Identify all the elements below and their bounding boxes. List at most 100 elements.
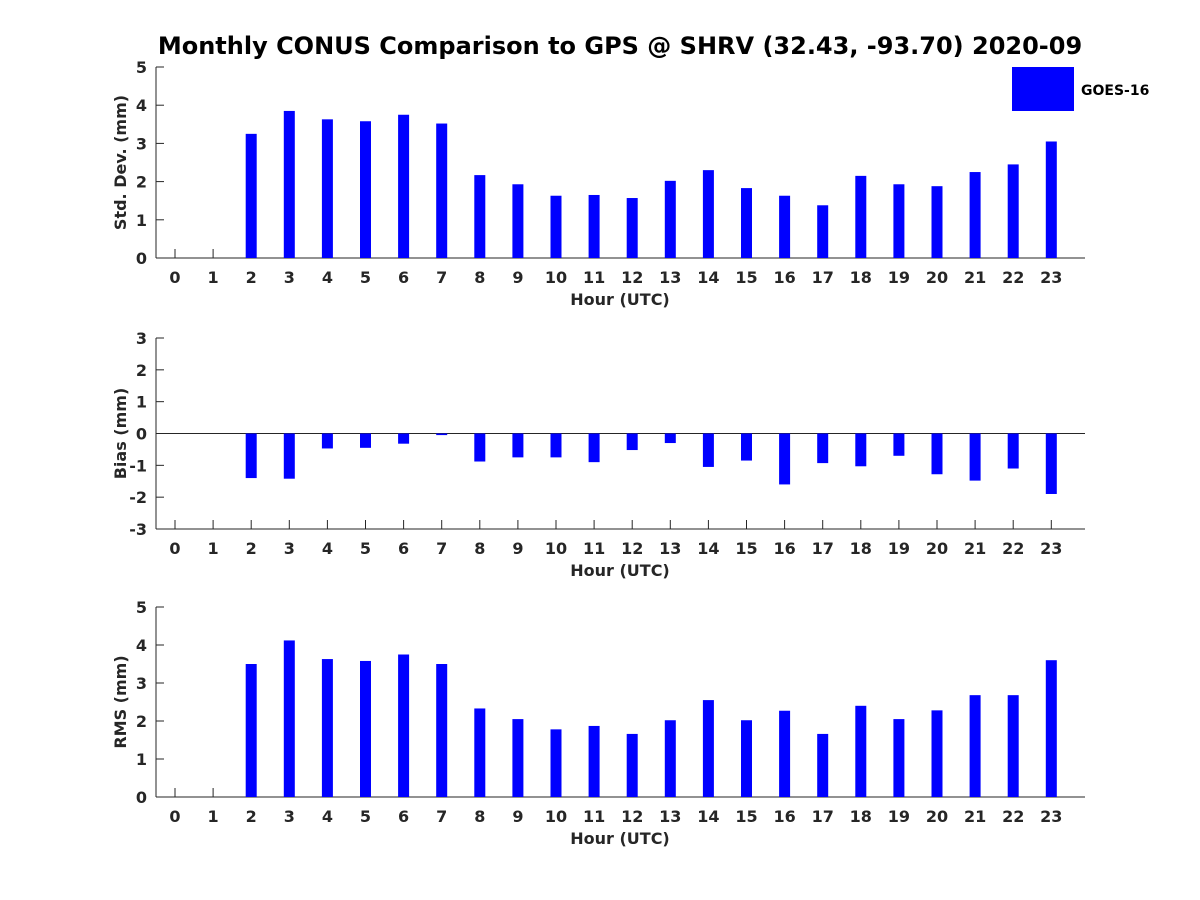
bar-hour-10: [550, 433, 562, 458]
bar-hour-17: [817, 433, 829, 464]
bar-hour-6: [398, 114, 410, 258]
x-tick-label: 12: [621, 268, 643, 287]
bar-hour-11: [588, 725, 600, 797]
bar-hour-22: [1007, 164, 1019, 258]
x-tick-label: 4: [322, 539, 333, 558]
x-tick-label: 17: [812, 539, 834, 558]
y-axis-label: Bias (mm): [111, 388, 130, 480]
bar-hour-22: [1007, 433, 1019, 469]
y-tick-label: 1: [136, 211, 147, 230]
x-tick-label: 6: [398, 807, 409, 826]
x-tick-label: 21: [964, 807, 986, 826]
bar-hour-8: [474, 433, 486, 462]
bar-hour-5: [360, 121, 371, 258]
bar-hour-14: [702, 170, 714, 258]
x-tick-label: 16: [773, 807, 795, 826]
x-tick-label: 22: [1002, 268, 1024, 287]
x-tick-label: 0: [169, 268, 180, 287]
bar-hour-5: [360, 660, 371, 797]
x-tick-label: 4: [322, 807, 333, 826]
x-tick-label: 7: [436, 268, 447, 287]
y-tick-label: 3: [136, 134, 147, 153]
bar-hour-13: [664, 433, 676, 444]
x-tick-label: 19: [888, 268, 910, 287]
bar-hour-3: [283, 640, 295, 797]
x-tick-label: 17: [812, 268, 834, 287]
x-tick-label: 1: [208, 268, 219, 287]
bar-hour-19: [893, 184, 905, 258]
y-tick-label: 1: [136, 393, 147, 412]
x-tick-label: 9: [512, 268, 523, 287]
bar-hour-12: [626, 733, 638, 797]
x-axis-label: Hour (UTC): [570, 561, 670, 580]
y-tick-label: -1: [129, 456, 147, 475]
bar-hour-2: [245, 664, 257, 797]
x-tick-label: 16: [773, 268, 795, 287]
x-tick-label: 20: [926, 807, 948, 826]
x-tick-label: 9: [512, 539, 523, 558]
x-tick-label: 3: [284, 807, 295, 826]
bar-hour-17: [817, 205, 829, 258]
x-tick-label: 15: [735, 539, 757, 558]
bar-hour-21: [969, 695, 981, 797]
x-tick-label: 7: [436, 539, 447, 558]
x-tick-label: 6: [398, 539, 409, 558]
y-tick-label: 3: [136, 329, 147, 348]
bar-hour-8: [474, 708, 486, 797]
x-tick-label: 19: [888, 539, 910, 558]
bar-hour-17: [817, 733, 829, 797]
bar-hour-23: [1045, 433, 1057, 494]
bar-hour-8: [474, 175, 486, 258]
bar-hour-4: [321, 433, 333, 449]
bar-hour-2: [245, 133, 257, 258]
y-tick-label: 2: [136, 712, 147, 731]
x-tick-label: 17: [812, 807, 834, 826]
bar-hour-21: [969, 433, 981, 481]
bar-hour-12: [626, 198, 638, 258]
x-tick-label: 21: [964, 268, 986, 287]
x-tick-label: 20: [926, 268, 948, 287]
y-tick-label: 2: [136, 361, 147, 380]
legend: GOES-16: [1012, 67, 1149, 111]
y-tick-label: -2: [129, 488, 147, 507]
bar-hour-9: [512, 719, 524, 797]
x-tick-label: 18: [850, 268, 872, 287]
x-tick-label: 0: [169, 539, 180, 558]
bar-hour-21: [969, 172, 981, 258]
x-tick-label: 6: [398, 268, 409, 287]
x-tick-label: 20: [926, 539, 948, 558]
x-tick-label: 1: [208, 807, 219, 826]
x-tick-label: 10: [545, 539, 567, 558]
bar-hour-18: [855, 175, 867, 258]
x-tick-label: 5: [360, 807, 371, 826]
bar-hour-9: [512, 184, 524, 258]
bar-hour-20: [931, 186, 943, 258]
x-tick-label: 15: [735, 268, 757, 287]
bar-hour-14: [702, 433, 714, 467]
bar-hour-20: [931, 710, 943, 797]
bar-hour-7: [436, 664, 448, 797]
bar-hour-4: [321, 119, 333, 258]
bar-hour-18: [855, 433, 867, 467]
bar-hour-16: [779, 710, 791, 797]
x-tick-label: 15: [735, 807, 757, 826]
x-tick-label: 3: [284, 268, 295, 287]
y-tick-label: 1: [136, 750, 147, 769]
x-tick-label: 22: [1002, 807, 1024, 826]
bar-hour-19: [893, 719, 905, 797]
y-tick-label: 2: [136, 173, 147, 192]
x-tick-label: 23: [1040, 807, 1062, 826]
x-tick-label: 23: [1040, 539, 1062, 558]
legend-swatch: [1012, 67, 1074, 111]
bar-hour-15: [741, 188, 752, 258]
bar-hour-10: [550, 195, 562, 258]
x-tick-label: 21: [964, 539, 986, 558]
x-tick-label: 14: [697, 268, 719, 287]
x-tick-label: 9: [512, 807, 523, 826]
chart-title: Monthly CONUS Comparison to GPS @ SHRV (…: [158, 32, 1082, 60]
x-tick-label: 11: [583, 268, 605, 287]
bar-hour-23: [1045, 141, 1057, 258]
